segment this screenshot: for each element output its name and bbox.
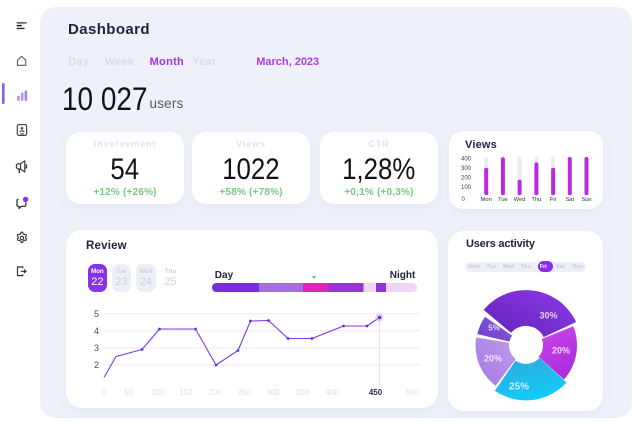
svg-text:5: 5 xyxy=(94,309,99,319)
svg-text:400: 400 xyxy=(325,388,339,397)
svg-text:3: 3 xyxy=(94,343,99,353)
svg-text:Tue: Tue xyxy=(498,197,508,203)
svg-text:250: 250 xyxy=(237,388,251,397)
svg-text:350: 350 xyxy=(296,388,310,397)
svg-text:Fri: Fri xyxy=(550,197,557,203)
svg-text:20%: 20% xyxy=(484,353,502,363)
svg-text:500: 500 xyxy=(405,388,419,397)
svg-text:0: 0 xyxy=(461,197,465,203)
svg-text:150: 150 xyxy=(179,388,193,397)
svg-text:Sat: Sat xyxy=(565,197,574,203)
svg-text:30%: 30% xyxy=(539,310,557,320)
svg-text:400: 400 xyxy=(461,157,472,163)
svg-text:2: 2 xyxy=(94,360,99,370)
svg-text:300: 300 xyxy=(461,166,472,172)
svg-text:20%: 20% xyxy=(552,345,570,355)
svg-text:200: 200 xyxy=(208,388,222,397)
svg-text:4: 4 xyxy=(94,326,99,336)
svg-text:100: 100 xyxy=(151,388,165,397)
svg-text:25%: 25% xyxy=(509,381,529,392)
svg-text:Thu: Thu xyxy=(531,197,541,203)
svg-text:50: 50 xyxy=(124,388,133,397)
svg-text:5%: 5% xyxy=(488,323,500,332)
svg-text:450: 450 xyxy=(369,388,383,397)
svg-text:200: 200 xyxy=(461,176,472,182)
svg-text:100: 100 xyxy=(461,185,472,191)
svg-text:0: 0 xyxy=(102,388,107,397)
svg-text:Mon: Mon xyxy=(481,197,492,203)
svg-text:300: 300 xyxy=(266,388,280,397)
svg-text:Sun: Sun xyxy=(581,197,591,203)
svg-text:Wed: Wed xyxy=(514,197,526,203)
